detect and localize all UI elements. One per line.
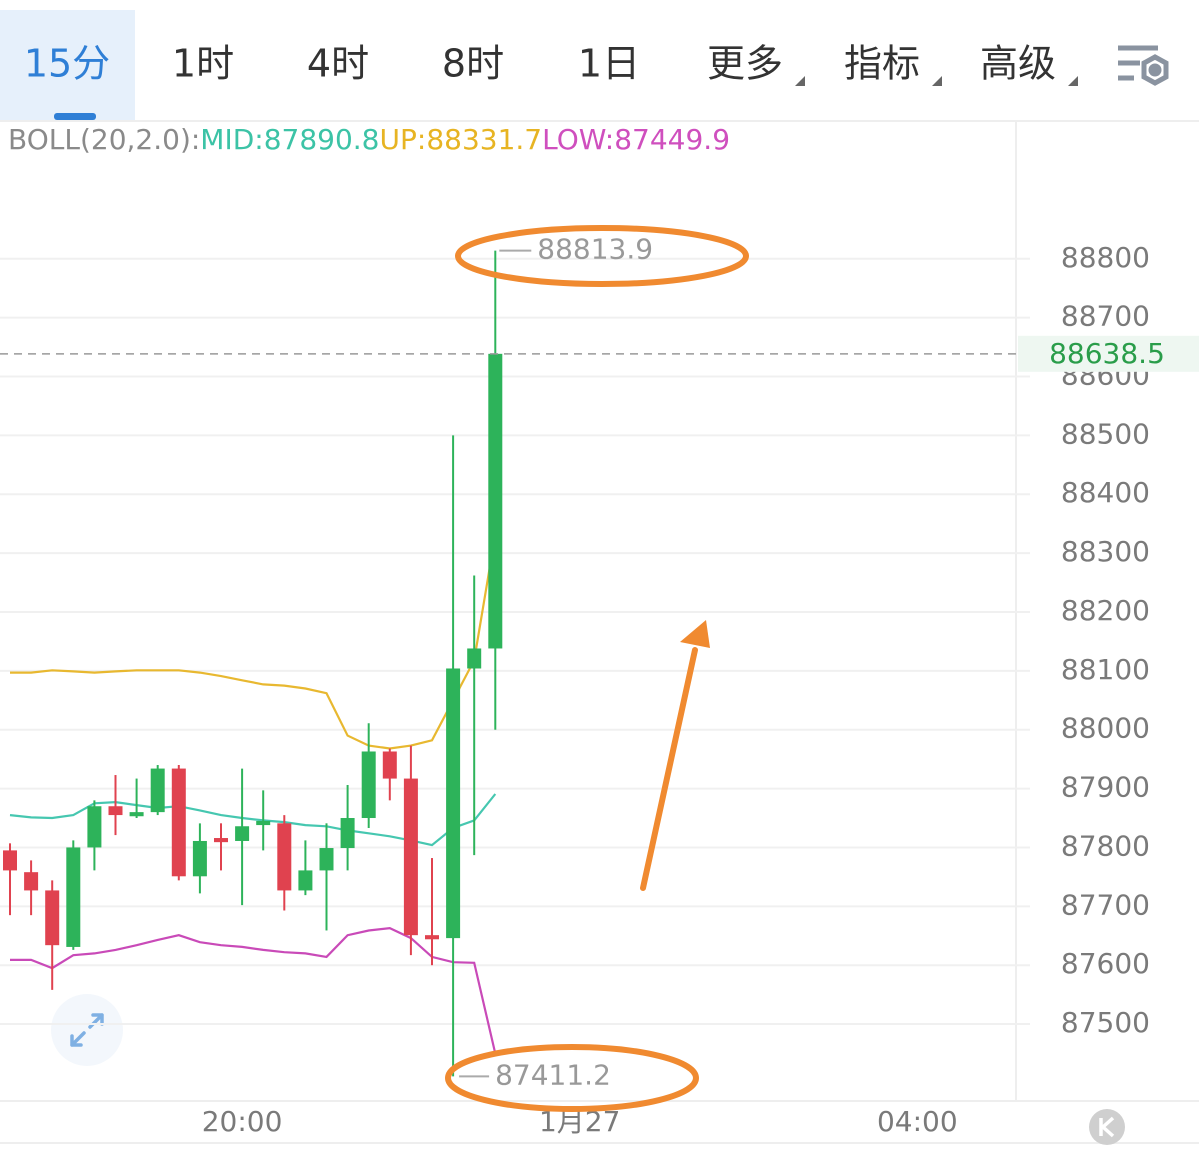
max-label: 88813.9 [537,233,653,266]
dropdown-marker [1068,76,1078,86]
min-label: 87411.2 [495,1058,611,1091]
candle-body [192,840,207,877]
indicator-legend: BOLL(20,2.0):MID:87890.8UP:88331.7LOW:87… [8,123,730,156]
candle-body [446,668,461,939]
candle-body [403,778,418,936]
candle-body [425,935,439,940]
tab[interactable]: 15分 [24,42,110,86]
y-tick-label: 88300 [1061,535,1150,568]
y-tick-label: 88200 [1061,594,1150,627]
y-tick-label: 88100 [1061,653,1150,686]
candle-body [108,806,123,816]
candle-body [24,872,39,891]
selected-tab-bg [0,10,135,120]
candle-body [277,823,292,891]
candle-body [256,820,271,826]
candle-body [214,838,228,843]
tab[interactable]: 指标 [844,42,920,86]
candle-body [319,848,334,871]
tab[interactable]: 8时 [442,42,504,86]
expand-button[interactable] [51,994,123,1066]
x-tick-label: 20:00 [202,1105,283,1138]
y-tick-label: 87700 [1061,888,1150,921]
y-tick-label: 88400 [1061,476,1150,509]
tab[interactable]: 高级 [980,42,1056,86]
indicator-text: BOLL(20,2.0): [8,123,200,156]
y-tick-label: 88700 [1061,300,1150,333]
candle-body [150,768,165,813]
plot-area: 87500 87600 87700 87800 87900 88000 88100 88200… [0,233,1199,1138]
scroll-latest-button[interactable] [1089,1109,1125,1145]
indicator-text: UP:88331.7 [380,123,543,156]
dropdown-marker [795,76,805,86]
indicator-text: MID:87890.8 [200,123,379,156]
last-price-label: 88638.5 [1049,337,1165,370]
candle-body [340,818,355,849]
x-tick-label: 04:00 [877,1105,958,1138]
candle-body [129,812,144,817]
y-tick-label: 87500 [1061,1006,1150,1039]
y-tick-label: 88800 [1061,241,1150,274]
settings-icon[interactable] [1118,45,1169,86]
candle-body [66,847,81,947]
candle-body [298,870,313,891]
y-tick-label: 88000 [1061,712,1150,745]
candle-body [361,751,376,819]
tab[interactable]: 更多 [707,42,783,86]
last-price-bg [1018,335,1199,372]
boll-line [10,926,497,1054]
y-tick-label: 88500 [1061,417,1150,450]
candle-body [488,353,503,649]
y-tick-label: 87600 [1061,947,1150,980]
candle-body [382,751,397,779]
selected-tab-indicator [54,113,96,120]
tab[interactable]: 4时 [307,42,369,86]
candle-body [3,850,17,871]
dropdown-marker [932,76,942,86]
y-tick-label: 87800 [1061,829,1150,862]
indicator-text: LOW:87449.9 [542,123,730,156]
annotation [445,225,749,1112]
candle-body [87,806,102,848]
tab[interactable]: 1日 [578,42,640,86]
candle-body [171,768,186,877]
y-tick-label: 87900 [1061,771,1150,804]
candle-body [235,826,250,841]
boll-line [10,534,497,750]
candle-body [45,890,60,946]
candle-body [467,648,482,669]
tab[interactable]: 1时 [172,42,234,86]
